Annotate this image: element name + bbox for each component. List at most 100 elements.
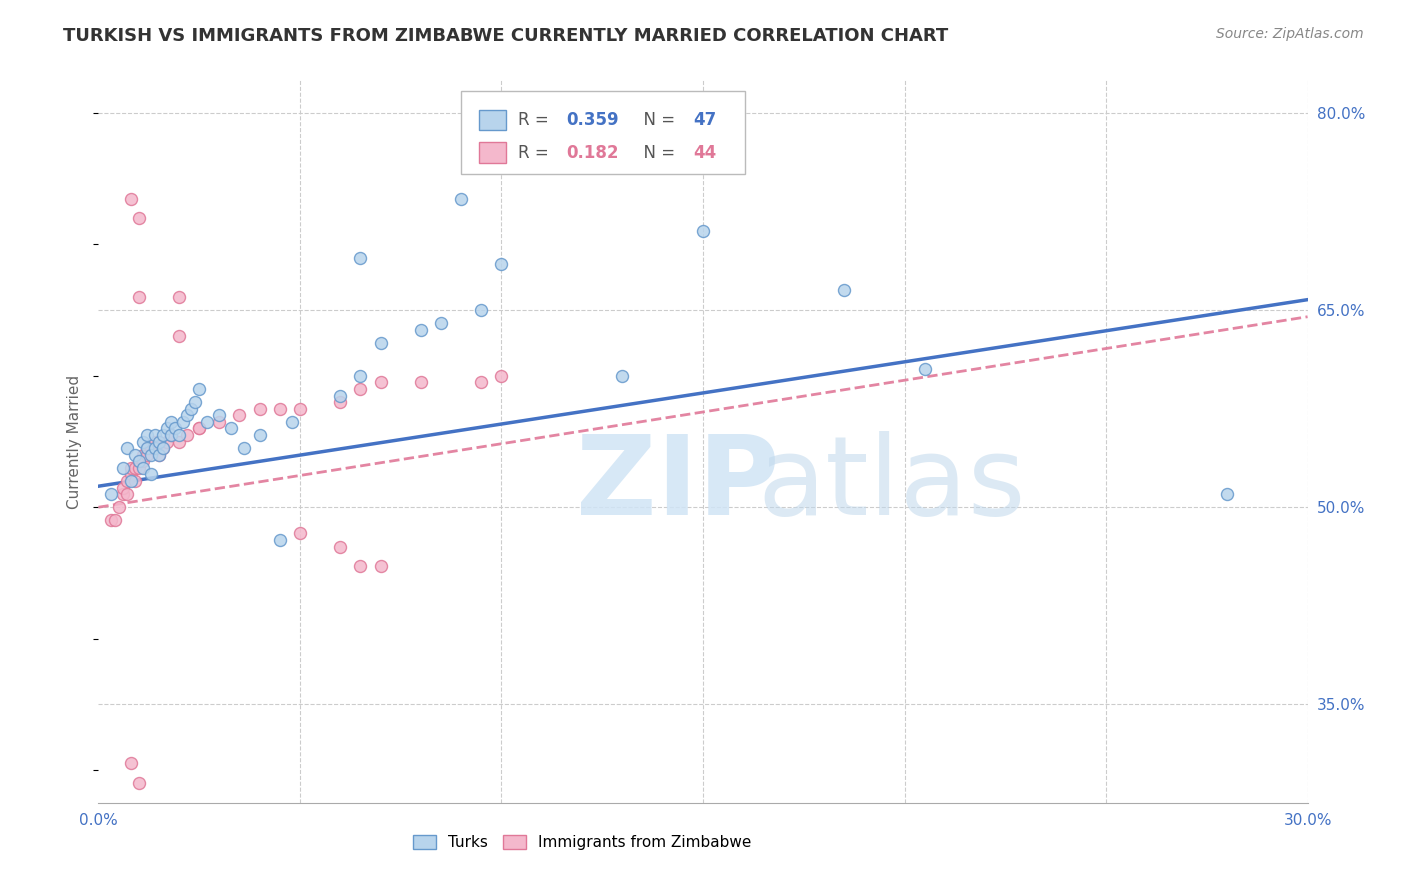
Point <box>128 290 150 304</box>
Point <box>172 415 194 429</box>
Text: 0.182: 0.182 <box>567 144 619 161</box>
Point <box>111 487 134 501</box>
Point <box>128 460 150 475</box>
Point <box>143 428 166 442</box>
Point <box>176 409 198 423</box>
Point <box>228 409 250 423</box>
Point <box>160 415 183 429</box>
Point <box>491 257 513 271</box>
Point <box>450 192 472 206</box>
Point <box>249 401 271 416</box>
Point <box>281 415 304 429</box>
Point <box>249 428 271 442</box>
Point <box>184 395 207 409</box>
Point <box>120 192 142 206</box>
Point <box>143 441 166 455</box>
Point <box>115 441 138 455</box>
Point <box>221 421 243 435</box>
Point <box>269 401 291 416</box>
Point <box>143 434 166 449</box>
Point <box>152 441 174 455</box>
Point <box>135 448 157 462</box>
Point <box>132 454 155 468</box>
Point <box>152 441 174 455</box>
Point <box>188 421 211 435</box>
Point <box>692 224 714 238</box>
Point <box>288 526 311 541</box>
Point <box>188 421 211 435</box>
Point <box>167 434 190 449</box>
Point <box>180 401 202 416</box>
Text: N =: N = <box>633 111 681 129</box>
Point <box>132 448 155 462</box>
Point <box>349 368 371 383</box>
Point <box>491 368 513 383</box>
Point <box>156 434 179 449</box>
Text: atlas: atlas <box>758 432 1026 539</box>
Point <box>152 428 174 442</box>
Point <box>160 428 183 442</box>
Point <box>329 540 352 554</box>
Point <box>124 448 146 462</box>
Point <box>188 382 211 396</box>
Point <box>160 428 183 442</box>
Point <box>167 428 190 442</box>
Point <box>115 487 138 501</box>
Text: Source: ZipAtlas.com: Source: ZipAtlas.com <box>1216 27 1364 41</box>
Point <box>148 448 170 462</box>
Point <box>120 467 142 482</box>
FancyBboxPatch shape <box>479 143 506 162</box>
Point <box>370 376 392 390</box>
Point <box>288 401 311 416</box>
Point <box>430 316 453 330</box>
Point <box>349 382 371 396</box>
Point <box>148 448 170 462</box>
Point <box>132 434 155 449</box>
Point <box>195 415 218 429</box>
Text: 47: 47 <box>693 111 717 129</box>
Point <box>111 460 134 475</box>
FancyBboxPatch shape <box>479 110 506 130</box>
Point <box>120 474 142 488</box>
Point <box>135 441 157 455</box>
Point <box>176 428 198 442</box>
Point <box>139 441 162 455</box>
Point <box>135 441 157 455</box>
Point <box>128 776 150 790</box>
Y-axis label: Currently Married: Currently Married <box>67 375 83 508</box>
Point <box>269 533 291 547</box>
Point <box>232 441 254 455</box>
Point <box>370 559 392 574</box>
Point <box>167 290 190 304</box>
Point <box>139 448 162 462</box>
Point <box>139 467 162 482</box>
Text: N =: N = <box>633 144 681 161</box>
Point <box>128 454 150 468</box>
Point <box>107 500 129 515</box>
Point <box>329 388 352 402</box>
Point <box>132 460 155 475</box>
Point <box>612 368 634 383</box>
Point <box>115 474 138 488</box>
Point <box>148 434 170 449</box>
Text: 0.359: 0.359 <box>567 111 619 129</box>
Point <box>1216 487 1239 501</box>
FancyBboxPatch shape <box>461 91 745 174</box>
Point <box>167 329 190 343</box>
Point <box>128 211 150 226</box>
Text: TURKISH VS IMMIGRANTS FROM ZIMBABWE CURRENTLY MARRIED CORRELATION CHART: TURKISH VS IMMIGRANTS FROM ZIMBABWE CURR… <box>63 27 949 45</box>
Point <box>120 756 142 771</box>
Point <box>128 454 150 468</box>
Point <box>470 303 492 318</box>
Point <box>124 460 146 475</box>
Text: R =: R = <box>517 144 554 161</box>
Point <box>111 481 134 495</box>
Point <box>914 362 936 376</box>
Point <box>349 251 371 265</box>
Text: 44: 44 <box>693 144 717 161</box>
Point <box>100 513 122 527</box>
Point <box>103 513 125 527</box>
Point <box>208 409 231 423</box>
Point <box>349 559 371 574</box>
Point <box>832 284 855 298</box>
